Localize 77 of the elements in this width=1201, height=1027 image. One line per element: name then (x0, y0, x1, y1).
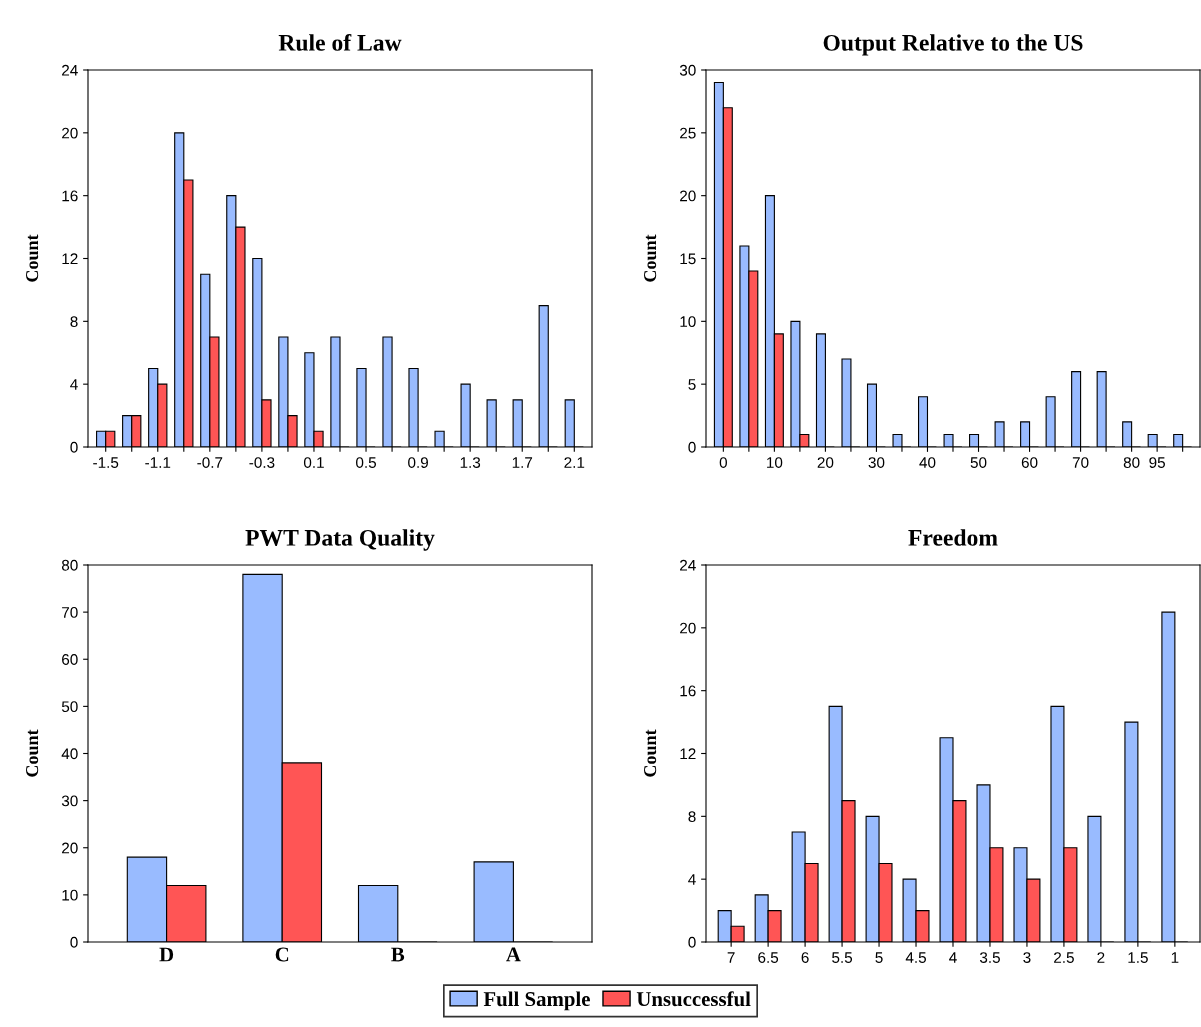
x-tick-label: 1.7 (512, 457, 533, 468)
y-tick-label: 10 (62, 889, 78, 901)
x-tick-label: 95 (1149, 457, 1165, 468)
x-tick-label: -1.5 (93, 457, 119, 468)
x-tick-label: -0.7 (197, 457, 223, 468)
chart-title: Freedom (908, 529, 998, 546)
y-tick-label: 20 (62, 842, 78, 854)
x-tick-label: A (506, 947, 521, 962)
x-tick-label: 10 (767, 457, 783, 468)
x-tick-label: 1 (1171, 952, 1179, 963)
x-tick-label: 20 (817, 457, 834, 468)
y-tick-label: 5 (688, 379, 696, 390)
x-tick-label: 70 (1072, 457, 1089, 468)
x-tick-label: 2 (1097, 952, 1105, 963)
y-tick-label: 70 (62, 606, 78, 618)
y-tick-label: 16 (62, 190, 78, 202)
y-tick-label: 40 (61, 748, 78, 760)
x-tick-label: -0.3 (249, 457, 275, 468)
x-tick-label: 80 (1123, 457, 1140, 468)
y-tick-label: 50 (61, 701, 78, 713)
y-tick-label: 4 (70, 379, 78, 390)
x-tick-label: 2.1 (564, 457, 585, 468)
y-tick-label: 24 (680, 559, 696, 571)
chart-title: Output Relative to the US (823, 34, 1083, 56)
y-tick-label: 0 (70, 936, 78, 948)
x-tick-label: 1.5 (1128, 952, 1148, 963)
y-tick-label: 8 (70, 316, 78, 328)
y-tick-label: 80 (61, 559, 78, 571)
x-tick-label: 60 (1021, 457, 1038, 468)
x-tick-label: 4.5 (905, 952, 926, 963)
y-tick-label: 0 (688, 441, 696, 453)
x-tick-label: 6 (801, 952, 809, 963)
x-tick-label: 30 (868, 457, 885, 468)
chart-title: PWT Data Quality (245, 529, 435, 551)
y-tick-label: 15 (680, 253, 696, 265)
y-tick-label: 60 (62, 654, 78, 665)
x-tick-label: 0.9 (408, 457, 428, 468)
x-tick-label: 0 (719, 457, 727, 468)
y-tick-label: 0 (70, 441, 78, 453)
y-tick-label: 25 (680, 127, 696, 139)
x-tick-label: -1.1 (145, 457, 171, 468)
y-tick-label: 20 (62, 127, 78, 139)
x-tick-label: D (159, 947, 174, 962)
y-axis-title: Count (26, 234, 39, 282)
x-tick-label: C (275, 947, 289, 962)
y-tick-label: 20 (680, 190, 696, 202)
x-tick-label: 4 (949, 952, 957, 963)
y-axis-title: Count (644, 729, 657, 777)
x-tick-label: 5 (875, 952, 883, 963)
y-tick-label: 0 (688, 936, 696, 948)
y-tick-label: 30 (61, 795, 78, 807)
x-tick-label: 0.5 (356, 457, 377, 468)
y-tick-label: 10 (680, 316, 696, 328)
y-tick-label: 20 (680, 622, 696, 634)
y-axis-title: Count (644, 234, 657, 282)
x-tick-label: 7 (727, 952, 735, 963)
x-tick-label: 40 (919, 457, 936, 468)
y-tick-label: 8 (688, 811, 696, 823)
y-tick-label: 16 (680, 685, 696, 697)
y-axis-title: Count (26, 729, 39, 777)
legend-label: Unsuccessful (636, 991, 751, 1007)
x-tick-label: 3 (1023, 952, 1031, 963)
x-tick-label: 3.5 (979, 952, 1000, 963)
x-tick-label: 6.5 (758, 952, 779, 963)
y-tick-label: 30 (679, 64, 696, 76)
x-tick-label: 0.1 (303, 457, 324, 468)
y-tick-label: 4 (688, 874, 696, 885)
x-tick-label: B (391, 947, 405, 962)
x-tick-label: 1.3 (460, 457, 481, 468)
x-tick-label: 50 (970, 457, 987, 468)
y-tick-label: 12 (62, 253, 78, 265)
legend-label: Full Sample (483, 991, 590, 1011)
chart-title: Rule of Law (278, 33, 402, 51)
y-tick-label: 12 (680, 748, 696, 760)
x-tick-label: 5.5 (832, 952, 853, 963)
y-tick-label: 24 (62, 64, 78, 76)
x-tick-label: 2.5 (1054, 952, 1074, 963)
